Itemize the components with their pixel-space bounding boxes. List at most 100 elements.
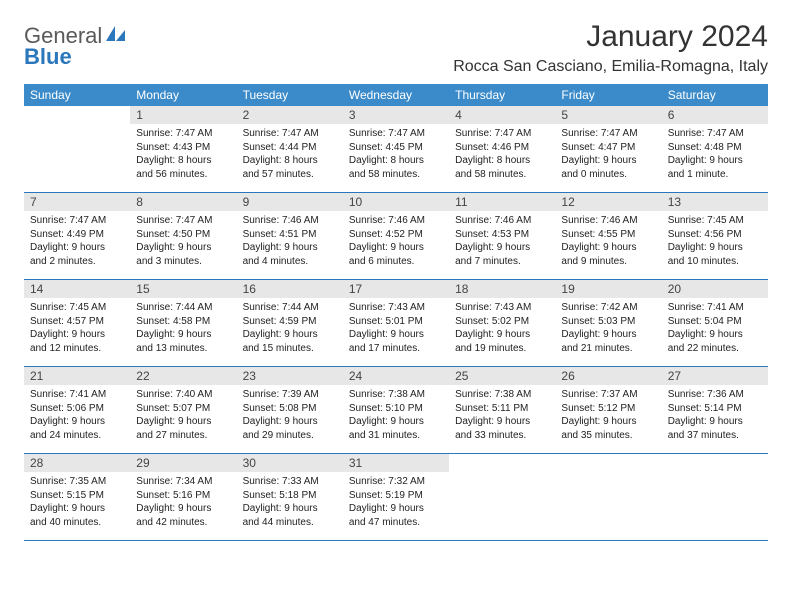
day-content: Sunrise: 7:47 AMSunset: 4:49 PMDaylight:… [24,211,130,274]
day-content: Sunrise: 7:47 AMSunset: 4:46 PMDaylight:… [449,124,555,187]
sunrise-text: Sunrise: 7:47 AM [30,214,124,228]
day-content: Sunrise: 7:41 AMSunset: 5:06 PMDaylight:… [24,385,130,448]
daylight-text: Daylight: 9 hours and 13 minutes. [136,328,230,355]
calendar-week-row: 7Sunrise: 7:47 AMSunset: 4:49 PMDaylight… [24,193,768,280]
day-number: 4 [449,106,555,124]
day-content: Sunrise: 7:36 AMSunset: 5:14 PMDaylight:… [662,385,768,448]
month-title: January 2024 [453,20,768,54]
day-number: 22 [130,367,236,385]
day-content: Sunrise: 7:46 AMSunset: 4:52 PMDaylight:… [343,211,449,274]
day-number: 11 [449,193,555,211]
day-number: 16 [237,280,343,298]
sunrise-text: Sunrise: 7:38 AM [349,388,443,402]
calendar-day-cell: 17Sunrise: 7:43 AMSunset: 5:01 PMDayligh… [343,280,449,367]
calendar-day-cell: 16Sunrise: 7:44 AMSunset: 4:59 PMDayligh… [237,280,343,367]
calendar-day-cell: 5Sunrise: 7:47 AMSunset: 4:47 PMDaylight… [555,106,661,193]
sunrise-text: Sunrise: 7:44 AM [136,301,230,315]
daylight-text: Daylight: 9 hours and 24 minutes. [30,415,124,442]
daylight-text: Daylight: 9 hours and 1 minute. [668,154,762,181]
day-number: 26 [555,367,661,385]
calendar-day-cell: 18Sunrise: 7:43 AMSunset: 5:02 PMDayligh… [449,280,555,367]
sunrise-text: Sunrise: 7:41 AM [30,388,124,402]
day-content: Sunrise: 7:44 AMSunset: 4:58 PMDaylight:… [130,298,236,361]
day-content: Sunrise: 7:45 AMSunset: 4:56 PMDaylight:… [662,211,768,274]
sunrise-text: Sunrise: 7:47 AM [243,127,337,141]
sunrise-text: Sunrise: 7:46 AM [349,214,443,228]
calendar-table: Sunday Monday Tuesday Wednesday Thursday… [24,84,768,541]
sunrise-text: Sunrise: 7:37 AM [561,388,655,402]
calendar-day-cell: 19Sunrise: 7:42 AMSunset: 5:03 PMDayligh… [555,280,661,367]
day-number: 23 [237,367,343,385]
sunset-text: Sunset: 4:58 PM [136,315,230,329]
sunset-text: Sunset: 4:51 PM [243,228,337,242]
calendar-week-row: 1Sunrise: 7:47 AMSunset: 4:43 PMDaylight… [24,106,768,193]
day-content: Sunrise: 7:47 AMSunset: 4:45 PMDaylight:… [343,124,449,187]
day-content: Sunrise: 7:47 AMSunset: 4:44 PMDaylight:… [237,124,343,187]
sunrise-text: Sunrise: 7:39 AM [243,388,337,402]
day-number: 9 [237,193,343,211]
day-content: Sunrise: 7:47 AMSunset: 4:43 PMDaylight:… [130,124,236,187]
sunrise-text: Sunrise: 7:36 AM [668,388,762,402]
calendar-day-cell: 30Sunrise: 7:33 AMSunset: 5:18 PMDayligh… [237,454,343,541]
daylight-text: Daylight: 8 hours and 58 minutes. [455,154,549,181]
sunrise-text: Sunrise: 7:35 AM [30,475,124,489]
sunset-text: Sunset: 4:53 PM [455,228,549,242]
daylight-text: Daylight: 9 hours and 2 minutes. [30,241,124,268]
sunset-text: Sunset: 5:10 PM [349,402,443,416]
calendar-day-cell: 23Sunrise: 7:39 AMSunset: 5:08 PMDayligh… [237,367,343,454]
calendar-day-cell [555,454,661,541]
weekday-header: Monday [130,84,236,106]
sunset-text: Sunset: 4:52 PM [349,228,443,242]
daylight-text: Daylight: 8 hours and 56 minutes. [136,154,230,181]
sunset-text: Sunset: 5:12 PM [561,402,655,416]
sunrise-text: Sunrise: 7:41 AM [668,301,762,315]
weekday-header: Sunday [24,84,130,106]
sunset-text: Sunset: 4:45 PM [349,141,443,155]
day-number: 7 [24,193,130,211]
weekday-header: Wednesday [343,84,449,106]
location: Rocca San Casciano, Emilia-Romagna, Ital… [453,58,768,76]
daylight-text: Daylight: 9 hours and 40 minutes. [30,502,124,529]
day-content: Sunrise: 7:43 AMSunset: 5:02 PMDaylight:… [449,298,555,361]
sunset-text: Sunset: 4:47 PM [561,141,655,155]
day-number: 2 [237,106,343,124]
title-block: January 2024 Rocca San Casciano, Emilia-… [453,20,768,76]
calendar-day-cell: 3Sunrise: 7:47 AMSunset: 4:45 PMDaylight… [343,106,449,193]
daylight-text: Daylight: 9 hours and 10 minutes. [668,241,762,268]
day-content: Sunrise: 7:33 AMSunset: 5:18 PMDaylight:… [237,472,343,535]
day-number: 13 [662,193,768,211]
day-content: Sunrise: 7:38 AMSunset: 5:10 PMDaylight:… [343,385,449,448]
daylight-text: Daylight: 9 hours and 15 minutes. [243,328,337,355]
weekday-header: Saturday [662,84,768,106]
day-content: Sunrise: 7:46 AMSunset: 4:53 PMDaylight:… [449,211,555,274]
sunset-text: Sunset: 4:44 PM [243,141,337,155]
calendar-week-row: 28Sunrise: 7:35 AMSunset: 5:15 PMDayligh… [24,454,768,541]
daylight-text: Daylight: 9 hours and 6 minutes. [349,241,443,268]
day-number: 24 [343,367,449,385]
calendar-day-cell: 22Sunrise: 7:40 AMSunset: 5:07 PMDayligh… [130,367,236,454]
sunrise-text: Sunrise: 7:32 AM [349,475,443,489]
calendar-day-cell: 26Sunrise: 7:37 AMSunset: 5:12 PMDayligh… [555,367,661,454]
daylight-text: Daylight: 9 hours and 0 minutes. [561,154,655,181]
day-number: 19 [555,280,661,298]
calendar-day-cell [449,454,555,541]
daylight-text: Daylight: 8 hours and 58 minutes. [349,154,443,181]
calendar-day-cell: 9Sunrise: 7:46 AMSunset: 4:51 PMDaylight… [237,193,343,280]
sunset-text: Sunset: 5:03 PM [561,315,655,329]
day-content: Sunrise: 7:47 AMSunset: 4:48 PMDaylight:… [662,124,768,187]
sunrise-text: Sunrise: 7:47 AM [455,127,549,141]
sunset-text: Sunset: 4:55 PM [561,228,655,242]
sunrise-text: Sunrise: 7:46 AM [455,214,549,228]
daylight-text: Daylight: 9 hours and 12 minutes. [30,328,124,355]
calendar-day-cell [662,454,768,541]
day-number: 27 [662,367,768,385]
day-number: 12 [555,193,661,211]
sunset-text: Sunset: 4:57 PM [30,315,124,329]
sunrise-text: Sunrise: 7:44 AM [243,301,337,315]
day-content: Sunrise: 7:42 AMSunset: 5:03 PMDaylight:… [555,298,661,361]
daylight-text: Daylight: 9 hours and 3 minutes. [136,241,230,268]
sunset-text: Sunset: 4:43 PM [136,141,230,155]
sunrise-text: Sunrise: 7:47 AM [136,127,230,141]
calendar-day-cell: 6Sunrise: 7:47 AMSunset: 4:48 PMDaylight… [662,106,768,193]
weekday-header: Thursday [449,84,555,106]
